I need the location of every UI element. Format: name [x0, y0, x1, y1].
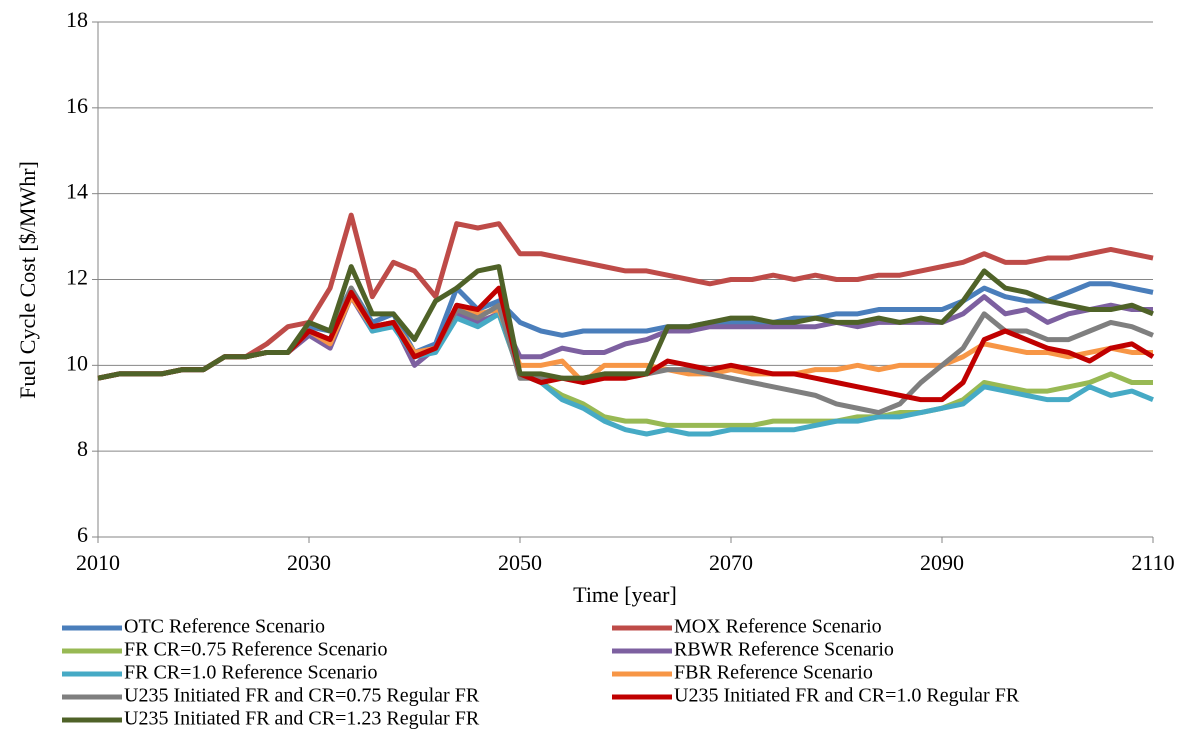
series-line	[97, 294, 1153, 385]
legend-label: FR CR=0.75 Reference Scenario	[124, 639, 387, 661]
series-line	[97, 264, 1154, 381]
y-tick-label: 14	[66, 179, 88, 204]
x-axis-label: Time [year]	[573, 582, 677, 607]
x-tick-label: 2110	[1131, 550, 1174, 575]
legend-label: MOX Reference Scenario	[674, 616, 882, 638]
y-tick-label: 6	[77, 522, 88, 547]
legend-label: U235 Initiated FR and CR=1.0 Regular FR	[674, 685, 1020, 707]
y-tick-label: 10	[66, 350, 88, 375]
x-tick-label: 2010	[76, 550, 120, 575]
legend-label: FBR Reference Scenario	[674, 662, 873, 684]
y-tick-label: 16	[66, 93, 88, 118]
series-line	[97, 212, 1154, 381]
x-tick-label: 2050	[498, 550, 542, 575]
legend-label: RBWR Reference Scenario	[674, 639, 894, 661]
x-tick-label: 2090	[920, 550, 964, 575]
y-tick-label: 12	[66, 265, 88, 290]
y-tick-label: 18	[66, 7, 88, 32]
y-tick-label: 8	[77, 436, 88, 461]
x-tick-label: 2030	[287, 550, 331, 575]
x-tick-label: 2070	[709, 550, 753, 575]
y-axis-label: Fuel Cycle Cost [$/MWhr]	[15, 161, 40, 399]
legend-label: U235 Initiated FR and CR=1.23 Regular FR	[124, 708, 480, 730]
legend-label: FR CR=1.0 Reference Scenario	[124, 662, 377, 684]
legend-label: OTC Reference Scenario	[124, 616, 325, 638]
legend-label: U235 Initiated FR and CR=0.75 Regular FR	[124, 685, 480, 707]
